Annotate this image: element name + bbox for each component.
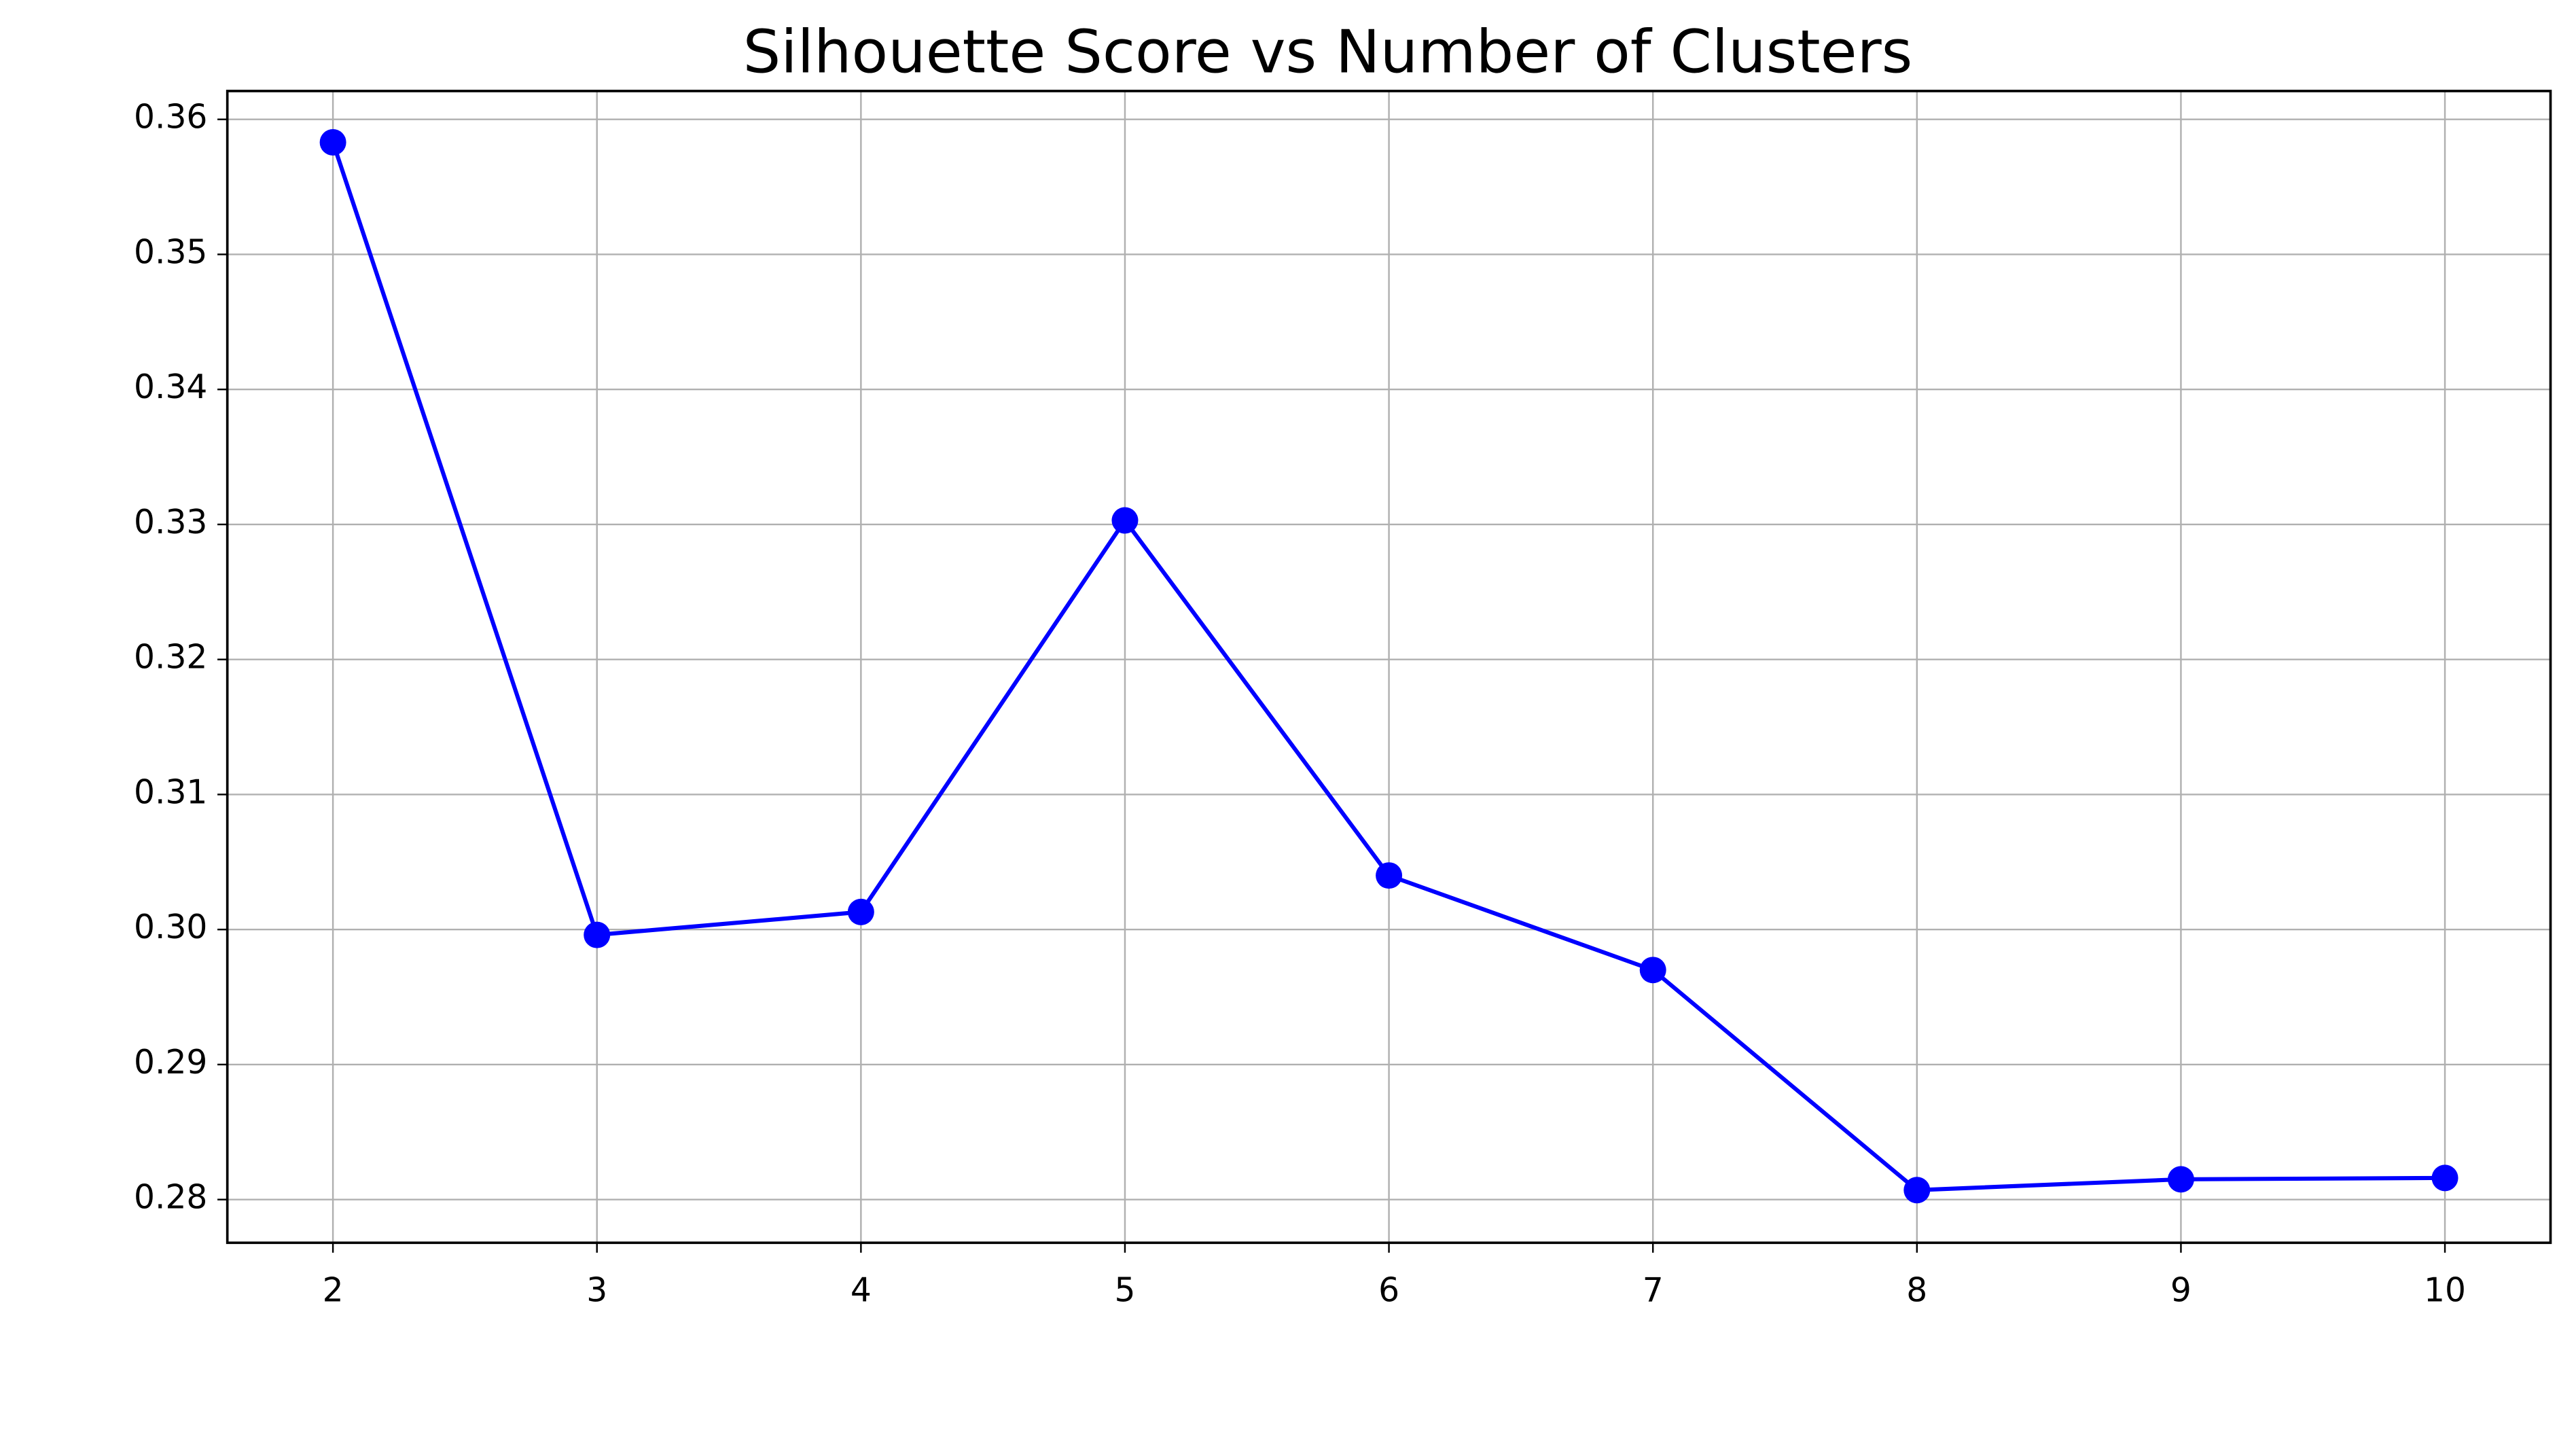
y-tick-label: 0.32 bbox=[134, 639, 207, 677]
x-tick-label: 7 bbox=[1643, 1271, 1664, 1309]
marker bbox=[1376, 862, 1403, 889]
y-tick-label: 0.28 bbox=[134, 1179, 207, 1217]
marker bbox=[319, 129, 346, 156]
x-tick-label: 3 bbox=[586, 1271, 607, 1309]
marker bbox=[2167, 1166, 2194, 1193]
marker bbox=[1903, 1177, 1931, 1204]
y-tick-label: 0.31 bbox=[134, 773, 207, 811]
x-tick-label: 4 bbox=[851, 1271, 872, 1309]
plot-frame bbox=[226, 90, 2552, 1245]
y-tick-label: 0.36 bbox=[134, 99, 207, 137]
x-tick-label: 8 bbox=[1906, 1271, 1927, 1309]
marker bbox=[2431, 1164, 2458, 1192]
x-tick-label: 6 bbox=[1378, 1271, 1399, 1309]
y-tick-label: 0.30 bbox=[134, 908, 207, 946]
y-tick-label: 0.34 bbox=[134, 368, 207, 406]
y-tick-label: 0.29 bbox=[134, 1044, 207, 1082]
x-tick-label: 2 bbox=[323, 1271, 344, 1309]
marker bbox=[584, 921, 611, 948]
y-tick-label: 0.35 bbox=[134, 233, 207, 271]
x-tick-label: 10 bbox=[2424, 1271, 2466, 1309]
marker bbox=[1639, 957, 1666, 984]
chart-title: Silhouette Score vs Number of Clusters bbox=[743, 18, 1913, 87]
marker bbox=[847, 898, 874, 925]
x-tick-label: 5 bbox=[1114, 1271, 1135, 1309]
marker bbox=[1111, 507, 1139, 534]
x-tick-label: 9 bbox=[2170, 1271, 2192, 1309]
y-tick-label: 0.33 bbox=[134, 503, 207, 541]
